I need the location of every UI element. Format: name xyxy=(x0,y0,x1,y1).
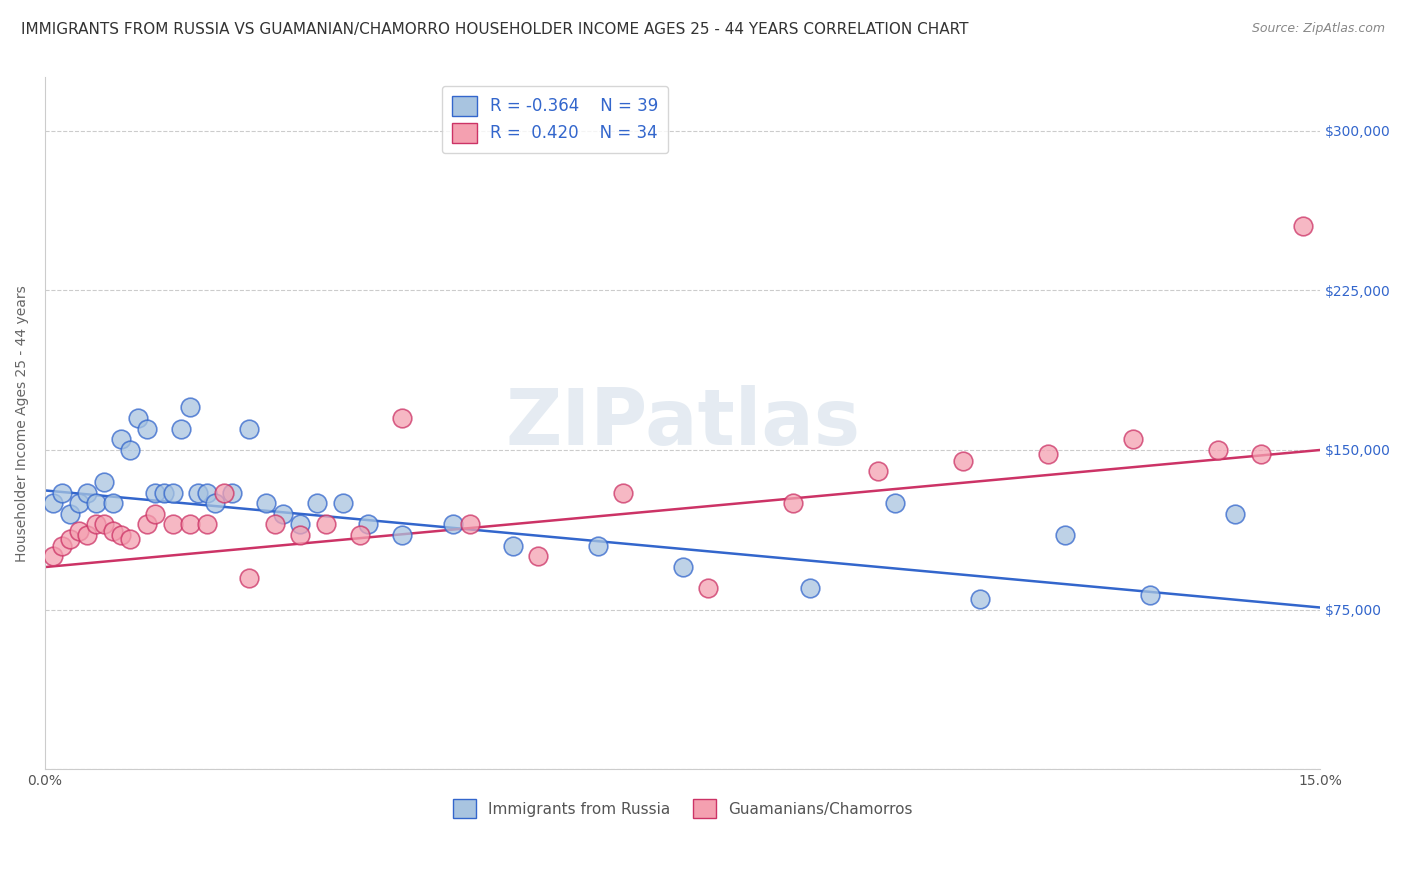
Point xyxy=(799,582,821,596)
Point xyxy=(1292,219,1315,234)
Point xyxy=(93,475,115,489)
Point xyxy=(84,496,107,510)
Point xyxy=(67,524,90,538)
Point xyxy=(179,517,201,532)
Point xyxy=(76,528,98,542)
Point xyxy=(51,539,73,553)
Point xyxy=(391,411,413,425)
Point xyxy=(145,485,167,500)
Point xyxy=(586,539,609,553)
Point xyxy=(884,496,907,510)
Point xyxy=(1038,447,1060,461)
Point xyxy=(952,453,974,467)
Point xyxy=(145,507,167,521)
Point xyxy=(67,496,90,510)
Point xyxy=(221,485,243,500)
Point xyxy=(162,517,184,532)
Point xyxy=(110,528,132,542)
Point xyxy=(136,517,159,532)
Point xyxy=(179,401,201,415)
Y-axis label: Householder Income Ages 25 - 44 years: Householder Income Ages 25 - 44 years xyxy=(15,285,30,562)
Point xyxy=(204,496,226,510)
Point xyxy=(118,533,141,547)
Point xyxy=(305,496,328,510)
Point xyxy=(1139,588,1161,602)
Point xyxy=(672,560,695,574)
Point xyxy=(271,507,294,521)
Text: ZIPatlas: ZIPatlas xyxy=(505,385,860,461)
Point xyxy=(1054,528,1077,542)
Point xyxy=(195,517,218,532)
Point xyxy=(101,524,124,538)
Point xyxy=(84,517,107,532)
Point xyxy=(1250,447,1272,461)
Point xyxy=(502,539,524,553)
Point xyxy=(527,549,550,564)
Point xyxy=(238,571,260,585)
Point xyxy=(59,507,82,521)
Point xyxy=(51,485,73,500)
Legend: Immigrants from Russia, Guamanians/Chamorros: Immigrants from Russia, Guamanians/Chamo… xyxy=(447,793,918,824)
Point xyxy=(697,582,720,596)
Point xyxy=(76,485,98,500)
Text: Source: ZipAtlas.com: Source: ZipAtlas.com xyxy=(1251,22,1385,36)
Text: IMMIGRANTS FROM RUSSIA VS GUAMANIAN/CHAMORRO HOUSEHOLDER INCOME AGES 25 - 44 YEA: IMMIGRANTS FROM RUSSIA VS GUAMANIAN/CHAM… xyxy=(21,22,969,37)
Point xyxy=(332,496,354,510)
Point xyxy=(42,549,65,564)
Point xyxy=(187,485,209,500)
Point xyxy=(93,517,115,532)
Point xyxy=(263,517,285,532)
Point xyxy=(59,533,82,547)
Point xyxy=(349,528,371,542)
Point xyxy=(391,528,413,542)
Point xyxy=(212,485,235,500)
Point xyxy=(238,422,260,436)
Point xyxy=(118,442,141,457)
Point xyxy=(969,592,991,607)
Point xyxy=(458,517,481,532)
Point xyxy=(782,496,804,510)
Point xyxy=(288,517,311,532)
Point xyxy=(1122,433,1144,447)
Point xyxy=(254,496,277,510)
Point xyxy=(357,517,380,532)
Point xyxy=(612,485,634,500)
Point xyxy=(1206,442,1229,457)
Point xyxy=(136,422,159,436)
Point xyxy=(101,496,124,510)
Point xyxy=(288,528,311,542)
Point xyxy=(868,464,890,478)
Point xyxy=(195,485,218,500)
Point xyxy=(315,517,337,532)
Point xyxy=(1225,507,1247,521)
Point xyxy=(110,433,132,447)
Point xyxy=(162,485,184,500)
Point xyxy=(170,422,193,436)
Point xyxy=(441,517,464,532)
Point xyxy=(42,496,65,510)
Point xyxy=(153,485,176,500)
Point xyxy=(128,411,150,425)
